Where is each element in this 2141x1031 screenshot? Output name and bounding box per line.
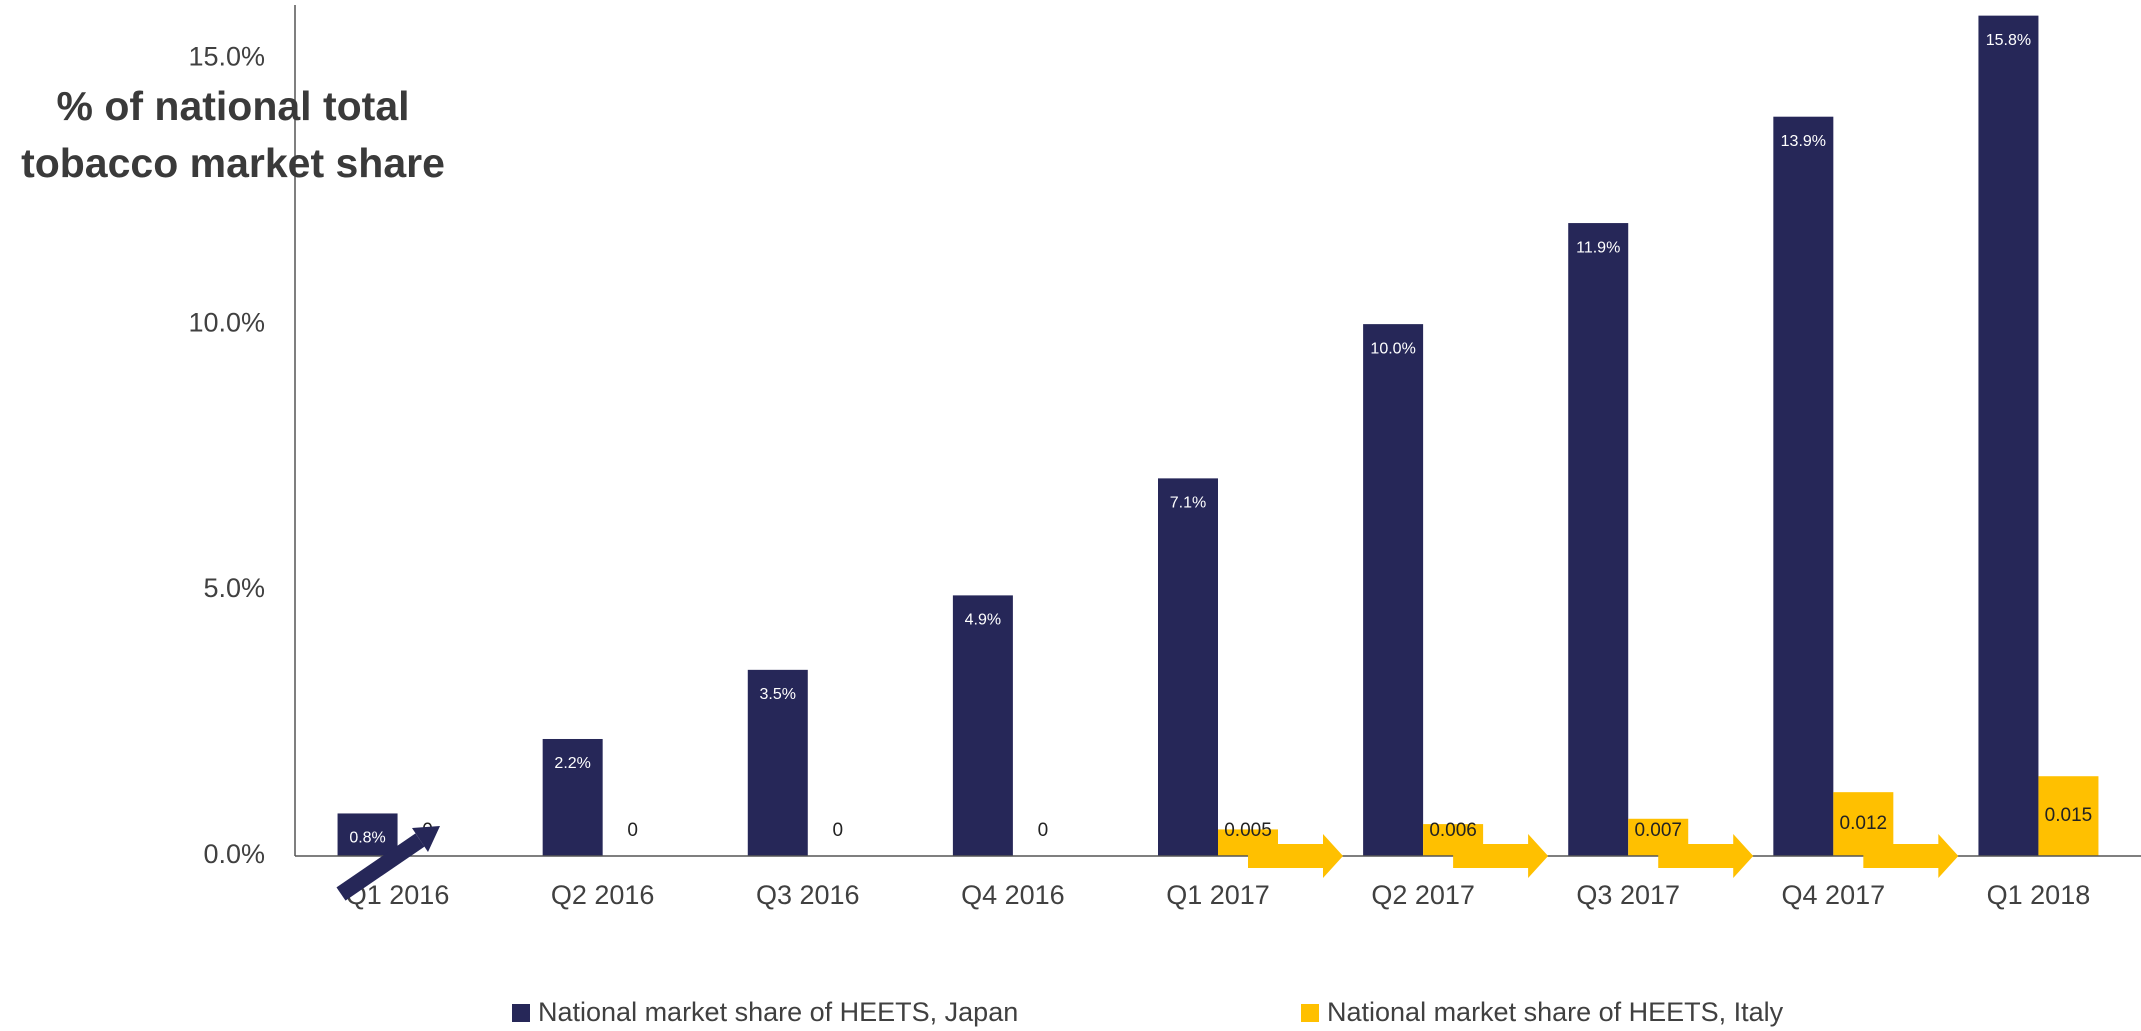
y-tick-label: 0.0% bbox=[203, 839, 265, 869]
arrow bbox=[1453, 834, 1549, 878]
legend-swatch bbox=[1301, 1004, 1319, 1022]
chart-title: % of national total tobacco market share bbox=[21, 83, 445, 186]
x-tick-label: Q3 2017 bbox=[1576, 880, 1680, 910]
bar bbox=[2038, 776, 2099, 856]
x-tick-label: Q4 2017 bbox=[1782, 880, 1886, 910]
x-tick-label: Q2 2016 bbox=[551, 880, 655, 910]
bar bbox=[747, 669, 808, 856]
bar bbox=[1978, 15, 2039, 856]
x-tick-label: Q3 2016 bbox=[756, 880, 860, 910]
data-label: 0 bbox=[832, 820, 843, 841]
bar bbox=[1773, 116, 1834, 857]
arrow bbox=[336, 833, 425, 901]
bar bbox=[1158, 478, 1218, 856]
data-label: 13.9% bbox=[1781, 133, 1826, 150]
bar bbox=[952, 595, 1013, 856]
data-label: 0 bbox=[1038, 820, 1049, 841]
arrow bbox=[1863, 834, 1959, 878]
data-label: 2.2% bbox=[554, 755, 590, 772]
x-tick-label: Q2 2017 bbox=[1371, 880, 1475, 910]
data-label: 15.8% bbox=[1986, 32, 2031, 49]
data-label: 0.007 bbox=[1634, 820, 1682, 841]
data-label: 0.005 bbox=[1224, 820, 1272, 841]
data-label: 0.012 bbox=[1840, 813, 1888, 834]
data-label: 0.8% bbox=[349, 830, 385, 847]
x-tick-label: Q1 2017 bbox=[1166, 880, 1270, 910]
data-label: 0 bbox=[627, 820, 638, 841]
arrow bbox=[1658, 834, 1754, 878]
y-tick-label: 5.0% bbox=[203, 573, 265, 603]
data-label: 7.1% bbox=[1170, 495, 1206, 512]
y-tick-label: 15.0% bbox=[188, 41, 265, 71]
x-tick-label: Q1 2018 bbox=[1987, 880, 2091, 910]
arrow-head bbox=[412, 826, 440, 852]
legend-label: National market share of HEETS, Italy bbox=[1327, 997, 1784, 1027]
data-label: 11.9% bbox=[1576, 239, 1620, 256]
data-label: 0.015 bbox=[2045, 805, 2093, 826]
arrow bbox=[1248, 834, 1343, 878]
data-label: 4.9% bbox=[965, 612, 1001, 629]
data-label: 3.5% bbox=[760, 686, 796, 703]
legend-swatch bbox=[512, 1004, 530, 1022]
legend-label: National market share of HEETS, Japan bbox=[538, 997, 1018, 1027]
bar bbox=[1568, 223, 1629, 857]
bar bbox=[1363, 324, 1424, 856]
bar bbox=[337, 813, 398, 856]
bar bbox=[542, 738, 603, 856]
x-tick-label: Q4 2016 bbox=[961, 880, 1065, 910]
y-tick-label: 10.0% bbox=[188, 307, 265, 337]
data-label: 10.0% bbox=[1370, 340, 1415, 357]
data-label: 0.006 bbox=[1429, 820, 1477, 841]
